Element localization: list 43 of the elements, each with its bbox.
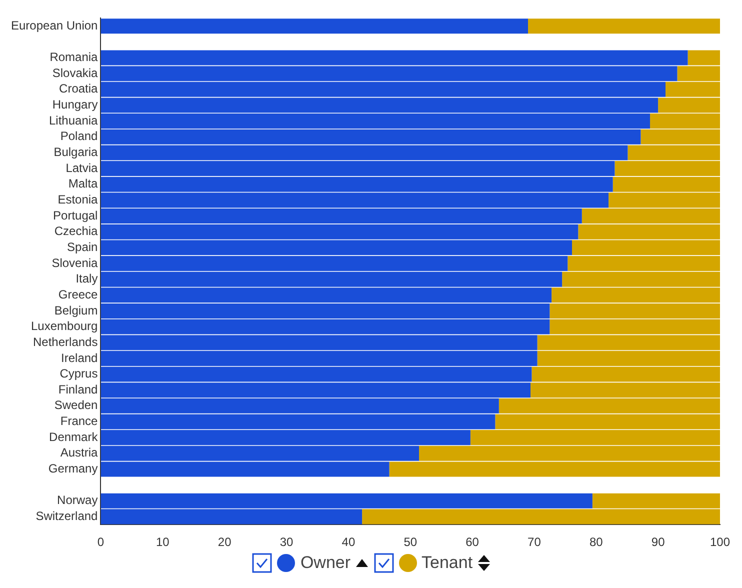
- x-tick-label: 100: [710, 535, 730, 550]
- x-tick-label: 0: [97, 535, 104, 550]
- y-tick-label: Sweden: [54, 398, 98, 412]
- y-tick-label: Hungary: [52, 98, 98, 112]
- y-tick-label: Slovenia: [52, 256, 98, 270]
- y-tick-label: Norway: [57, 493, 98, 508]
- y-tick-label: Austria: [60, 446, 98, 460]
- y-tick-label: Bulgaria: [54, 145, 98, 160]
- x-tick-label: 10: [156, 535, 170, 550]
- y-tick-label: Slovakia: [52, 66, 98, 80]
- y-tick-label: Croatia: [59, 82, 98, 96]
- y-tick-label: Ireland: [61, 350, 98, 365]
- y-tick-label: Latvia: [66, 160, 98, 175]
- x-tick-label: 20: [218, 535, 232, 550]
- x-tick-label: 60: [466, 535, 480, 550]
- y-tick-label: Malta: [68, 176, 98, 191]
- x-tick-label: 90: [651, 535, 666, 550]
- y-tick-label: Switzerland: [36, 509, 98, 523]
- y-tick-label: Netherlands: [33, 334, 98, 349]
- x-tick-label: 30: [280, 535, 294, 550]
- y-tick-label: Czechia: [54, 224, 98, 238]
- y-tick-label: European Union: [10, 18, 98, 32]
- y-tick-label: Denmark: [49, 430, 99, 444]
- y-tick-label: Estonia: [58, 192, 98, 206]
- y-tick-label: Italy: [76, 272, 98, 286]
- y-tick-label: Cyprus: [60, 366, 98, 381]
- y-tick-label: Spain: [67, 240, 98, 254]
- y-tick-label: Finland: [58, 382, 98, 396]
- y-tick-label: Lithuania: [49, 113, 98, 128]
- y-tick-label: France: [60, 414, 98, 428]
- legend-label: Tenant: [422, 553, 473, 573]
- y-tick-label: Poland: [60, 129, 98, 144]
- y-tick-label: Luxembourg: [31, 319, 98, 334]
- y-tick-label: Belgium: [54, 303, 98, 318]
- x-tick-label: 40: [342, 535, 356, 550]
- legend-label: Owner: [300, 553, 351, 573]
- y-tick-label: Germany: [48, 462, 98, 476]
- y-tick-label: Romania: [50, 50, 98, 64]
- x-tick-label: 70: [528, 535, 542, 550]
- x-tick-label: 80: [589, 535, 604, 550]
- y-tick-label: Greece: [58, 287, 98, 302]
- x-tick-label: 50: [404, 535, 418, 550]
- y-tick-label: Portugal: [53, 208, 98, 222]
